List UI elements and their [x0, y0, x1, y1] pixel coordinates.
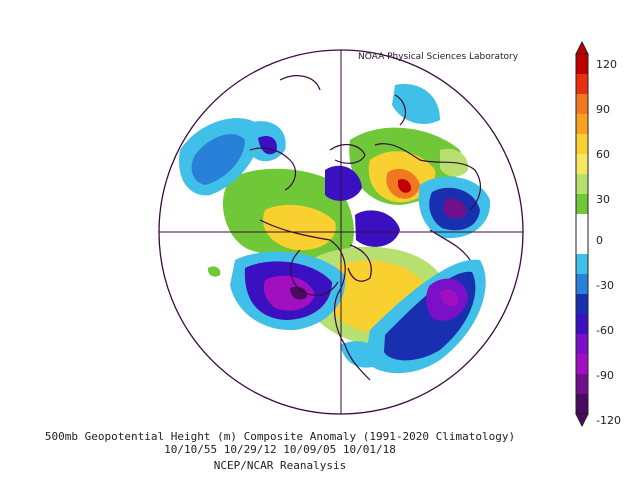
positive-anomaly-region [263, 204, 336, 251]
positive-anomaly-region [207, 266, 221, 277]
colorbar-tick-label: 90 [596, 103, 610, 116]
colorbar-segment [576, 314, 588, 335]
coastlines [249, 75, 482, 381]
colorbar-tick-label: 30 [596, 193, 610, 206]
colorbar-segment [576, 94, 588, 115]
colorbar-max-arrow [575, 40, 589, 55]
colorbar-tick-label: -30 [596, 279, 614, 292]
colorbar-min-arrow [575, 413, 589, 428]
positive-anomaly-region [398, 179, 412, 193]
colorbar-tick-label: -120 [596, 414, 621, 427]
dataset-label: NCEP/NCAR Reanalysis [213, 459, 347, 472]
negative-anomaly-region [263, 275, 315, 311]
negative-anomaly-region [340, 341, 381, 368]
colorbar-segment [576, 134, 588, 155]
colorbar-segment [576, 154, 588, 175]
colorbar-segment [576, 354, 588, 375]
credit-label: NOAA Physical Sciences Laboratory [358, 52, 519, 62]
colorbar-segment [576, 274, 588, 295]
colorbar-segment [576, 174, 588, 195]
colorbar-segment [576, 74, 588, 95]
colorbar-tick-label: 0 [596, 234, 603, 247]
map-boundary [158, 49, 524, 415]
colorbar-segment [576, 234, 588, 255]
colorbar-segment [576, 334, 588, 355]
colorbar-segment [576, 214, 588, 235]
colorbar-segment [576, 394, 588, 415]
colorbar-tick-label: -60 [596, 324, 614, 337]
colorbar-segment [576, 54, 588, 75]
negative-anomaly-region [355, 210, 400, 247]
colorbar-outline [575, 53, 589, 415]
colorbar-segment [576, 114, 588, 135]
colorbar-tick-label: 60 [596, 148, 610, 161]
colorbar-segment [576, 294, 588, 315]
negative-anomaly-region [443, 198, 467, 219]
colorbar-tick-label: 120 [596, 58, 617, 71]
composite-dates: 10/10/55 10/29/12 10/09/05 10/01/18 [164, 443, 396, 456]
negative-anomaly-region [440, 289, 459, 307]
colorbar-segment [576, 374, 588, 395]
colorbar-tick-label: -90 [596, 369, 614, 382]
negative-anomaly-region [290, 286, 307, 300]
negative-anomaly-region [191, 134, 245, 185]
negative-anomaly-region [392, 84, 440, 125]
colorbar-segment [576, 194, 588, 215]
negative-anomaly-region [325, 165, 362, 201]
colorbar-segment [576, 254, 588, 275]
colorbar [575, 40, 589, 428]
map-title: 500mb Geopotential Height (m) Composite … [44, 430, 516, 443]
